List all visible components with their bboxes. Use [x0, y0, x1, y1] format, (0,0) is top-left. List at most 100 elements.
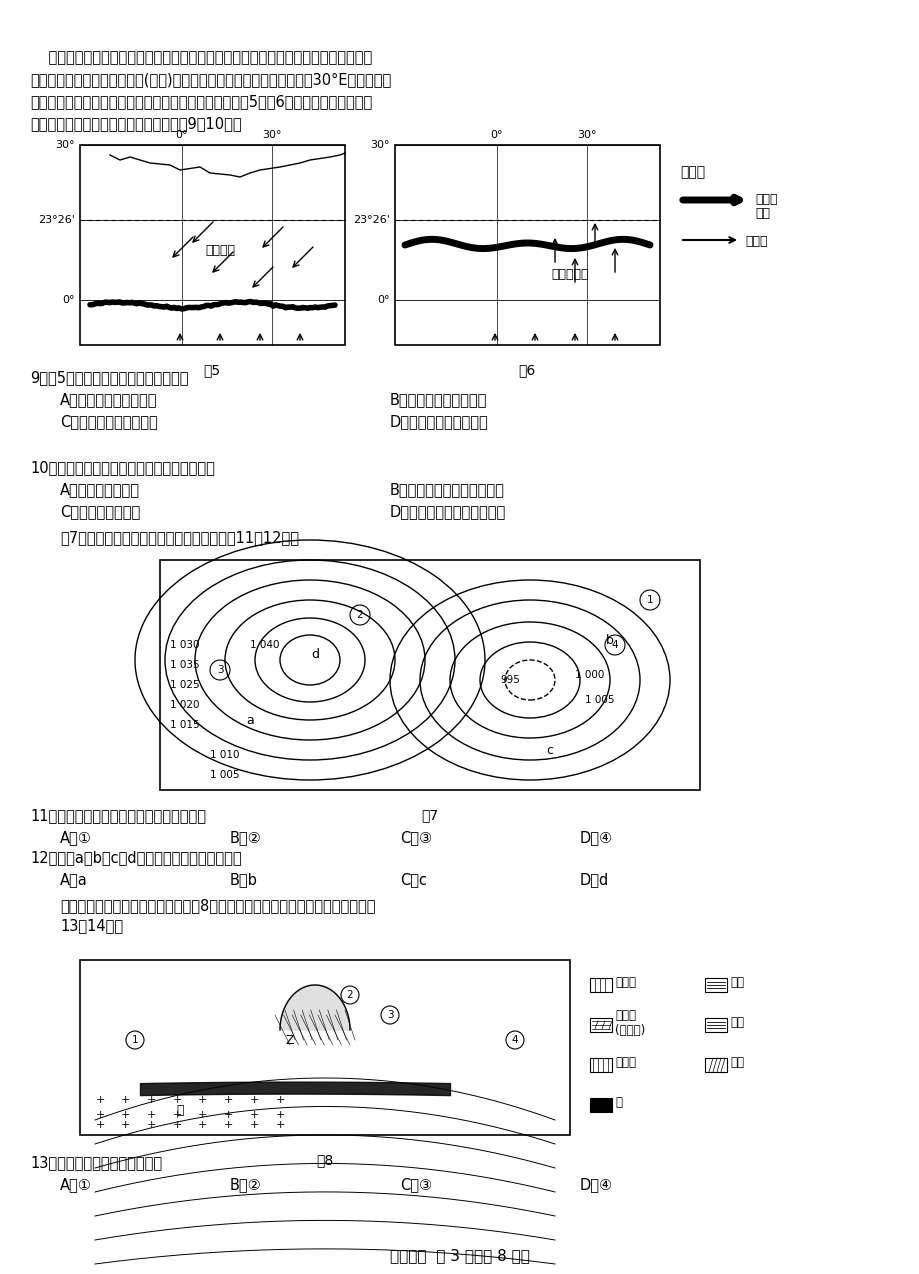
Text: B．地中海沿岸温和多雨: B．地中海沿岸温和多雨 — [390, 392, 487, 406]
Text: 2: 2 — [357, 610, 363, 620]
Text: 图7: 图7 — [421, 808, 438, 822]
Text: 北信风、东南信风或变向信风(季风)汇合而形成的狭窄的气流辐合区。在30°E以西的非洲: 北信风、东南信风或变向信风(季风)汇合而形成的狭窄的气流辐合区。在30°E以西的… — [30, 73, 391, 87]
Text: +: + — [223, 1110, 233, 1120]
Bar — [80, 145, 345, 345]
Text: 3: 3 — [386, 1010, 393, 1020]
Text: D．一月澳大利亚北部西北风: D．一月澳大利亚北部西北风 — [390, 505, 505, 519]
Text: C．c: C．c — [400, 871, 426, 887]
Text: +: + — [198, 1110, 208, 1120]
Text: D．夏威夷高压势力强盛: D．夏威夷高压势力强盛 — [390, 414, 488, 429]
Text: +: + — [275, 1110, 284, 1120]
Text: 花岗岩: 花岗岩 — [614, 976, 635, 990]
Text: 1 020: 1 020 — [170, 699, 199, 710]
Text: 1 040: 1 040 — [250, 640, 279, 650]
Text: +: + — [275, 1120, 284, 1130]
Polygon shape — [279, 985, 349, 1029]
Bar — [394, 145, 659, 345]
Text: 甲: 甲 — [176, 1103, 184, 1116]
Text: 1 005: 1 005 — [584, 696, 614, 705]
Text: C．非洲大草原一片枯黄: C．非洲大草原一片枯黄 — [60, 414, 157, 429]
Text: +: + — [121, 1094, 130, 1105]
Text: C．③: C．③ — [400, 1177, 432, 1192]
Text: 9．图5所属的季节，可能出现的现象有: 9．图5所属的季节，可能出现的现象有 — [30, 369, 188, 385]
Text: 30°: 30° — [55, 140, 75, 150]
Text: 东北信风: 东北信风 — [205, 243, 234, 256]
Text: 30°: 30° — [262, 130, 281, 140]
Text: 某同学参加寻找化石的考察活动。图8为该同学手绘的地质剖面示意图。读图回答: 某同学参加寻找化石的考察活动。图8为该同学手绘的地质剖面示意图。读图回答 — [60, 898, 375, 913]
Text: 30°: 30° — [370, 140, 390, 150]
Text: 几内亚季风: 几内亚季风 — [550, 269, 588, 282]
Text: 23°26': 23°26' — [38, 215, 75, 225]
Text: 断层: 断层 — [729, 1056, 743, 1069]
Text: +: + — [147, 1094, 156, 1105]
Text: +: + — [121, 1110, 130, 1120]
Text: +: + — [198, 1120, 208, 1130]
Text: 页岩: 页岩 — [729, 1017, 743, 1029]
Text: +: + — [223, 1094, 233, 1105]
Text: B．②: B．② — [230, 829, 262, 845]
Text: 1: 1 — [131, 1034, 138, 1045]
Text: +: + — [172, 1110, 182, 1120]
Bar — [704, 978, 726, 992]
Text: 0°: 0° — [490, 130, 503, 140]
Text: 砂岩: 砂岩 — [729, 976, 743, 990]
Text: 煤: 煤 — [614, 1097, 621, 1110]
Text: 4: 4 — [511, 1034, 517, 1045]
Text: +: + — [96, 1110, 105, 1120]
Text: b: b — [606, 633, 613, 646]
Text: 1 010: 1 010 — [210, 750, 239, 761]
Text: 安山岩
(岩浆岩): 安山岩 (岩浆岩) — [614, 1009, 644, 1037]
Bar — [704, 1018, 726, 1032]
Text: A．七月西欧西南风: A．七月西欧西南风 — [60, 482, 140, 497]
Text: 3: 3 — [217, 665, 223, 675]
Text: d: d — [311, 648, 319, 661]
Text: +: + — [96, 1094, 105, 1105]
Text: 995: 995 — [500, 675, 519, 685]
Text: 图5: 图5 — [203, 363, 221, 377]
Text: 1 035: 1 035 — [170, 660, 199, 670]
Bar — [589, 1018, 611, 1032]
Text: 高二地理  第 3 页（共 8 页）: 高二地理 第 3 页（共 8 页） — [390, 1249, 529, 1263]
Text: 图8: 图8 — [316, 1153, 334, 1167]
Text: D．④: D．④ — [579, 1177, 612, 1192]
Bar — [160, 561, 699, 790]
Text: C．③: C．③ — [400, 829, 432, 845]
Text: D．d: D．d — [579, 871, 608, 887]
Text: 1: 1 — [646, 595, 652, 605]
Text: A．a: A．a — [60, 871, 87, 887]
Text: 0°: 0° — [176, 130, 188, 140]
Text: +: + — [249, 1110, 258, 1120]
Text: c: c — [546, 744, 553, 757]
Text: +: + — [223, 1120, 233, 1130]
Text: +: + — [147, 1110, 156, 1120]
Text: 12．此时a、b、c、d四地中，降水概率最大的是: 12．此时a、b、c、d四地中，降水概率最大的是 — [30, 850, 242, 865]
Text: B．七月我国东部地区东南风: B．七月我国东部地区东南风 — [390, 482, 505, 497]
Text: 图6: 图6 — [517, 363, 535, 377]
Text: 1 030: 1 030 — [170, 640, 199, 650]
Text: 2: 2 — [346, 990, 353, 1000]
Text: +: + — [96, 1120, 105, 1130]
Text: 13．图中最可能寻找到化石的是: 13．图中最可能寻找到化石的是 — [30, 1156, 162, 1170]
Text: 图例：: 图例： — [679, 166, 704, 180]
Bar — [589, 978, 611, 992]
Bar — [80, 961, 570, 1135]
Bar — [589, 1057, 611, 1071]
Text: +: + — [172, 1120, 182, 1130]
Text: 图7为某时刻海平面等压线分布图。读图回答11～12题。: 图7为某时刻海平面等压线分布图。读图回答11～12题。 — [60, 530, 299, 545]
Text: 30°: 30° — [576, 130, 596, 140]
Text: 1 000: 1 000 — [574, 670, 604, 680]
Text: +: + — [198, 1094, 208, 1105]
Text: 石灰岩: 石灰岩 — [614, 1056, 635, 1069]
Text: 合带: 合带 — [754, 206, 769, 220]
Text: 年中最南、最北的位置分布图。读图回答9～10题。: 年中最南、最北的位置分布图。读图回答9～10题。 — [30, 116, 242, 131]
Text: 13～14题。: 13～14题。 — [60, 919, 123, 933]
Text: 11．图中四地中，风速最大且吹西北风的是: 11．图中四地中，风速最大且吹西北风的是 — [30, 808, 206, 823]
Bar — [589, 1098, 611, 1112]
Text: 1 025: 1 025 — [170, 680, 199, 691]
Text: 4: 4 — [611, 640, 618, 650]
Text: A．①: A．① — [60, 829, 92, 845]
Text: B．b: B．b — [230, 871, 257, 887]
Text: a: a — [246, 713, 254, 726]
Text: +: + — [249, 1120, 258, 1130]
Text: +: + — [249, 1094, 258, 1105]
